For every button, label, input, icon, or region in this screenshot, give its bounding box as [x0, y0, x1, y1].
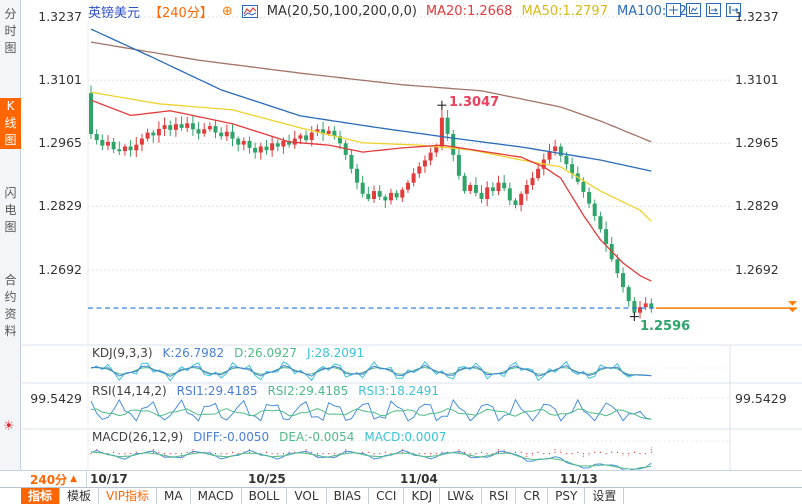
rsi1-value: RSI1:29.4185 — [176, 384, 258, 398]
sidebar-tab-4[interactable]: 合 约 资 料 — [4, 273, 17, 338]
ma-line-MA100 — [90, 28, 652, 172]
chart-toolbar-icons — [666, 3, 748, 18]
kdj-title: KDJ(9,3,3) — [92, 346, 153, 360]
kdj-panel-labels: KDJ(9,3,3) K:26.7982 D:26.0927 J:28.2091 — [92, 346, 364, 360]
sidebar: 分 时 图 K 线 图闪 电 图合 约 资 料 — [0, 0, 21, 470]
indicator-tab-KDJ[interactable]: KDJ — [404, 488, 441, 504]
rsi-scale-label: 99.5429 — [735, 391, 787, 406]
indicator-tab-CR[interactable]: CR — [516, 488, 549, 504]
symbol-name: 英镑美元 — [88, 6, 141, 21]
rsi-sparkline — [90, 398, 652, 422]
chart-header: 英镑美元 【240分】 ⊕ MA(20,50,100,200,0,0) MA20… — [88, 3, 695, 21]
panel-dividers — [22, 22, 802, 470]
macd-diff-value: DIFF:-0.0050 — [193, 430, 270, 444]
current-price-line — [88, 301, 797, 313]
macd-lines — [90, 449, 652, 472]
live-indicator-icon[interactable]: ☀ — [3, 419, 15, 434]
kdj-j-value: J:28.2091 — [307, 346, 365, 360]
indicator-tab-MA[interactable]: MA — [157, 488, 191, 504]
price-axis-label: 1.3237 — [38, 9, 82, 24]
rsi-panel-labels: RSI(14,14,2) RSI1:29.4185 RSI2:29.4185 R… — [92, 384, 439, 398]
rsi-title: RSI(14,14,2) — [92, 384, 167, 398]
grid-lines — [88, 16, 730, 442]
indicator-tab-PSY[interactable]: PSY — [548, 488, 586, 504]
price-axis-label: 1.3101 — [38, 72, 82, 87]
kdj-d-value: D:26.0927 — [234, 346, 297, 360]
price-marker-icon — [788, 301, 797, 313]
indicator-tab-VOL[interactable]: VOL — [287, 488, 327, 504]
rsi3-value: RSI3:18.2491 — [358, 384, 440, 398]
x-axis-label: 11/04 — [400, 472, 438, 486]
period-selector[interactable]: 240分 ▲ — [21, 471, 87, 487]
indicator-tab-指标[interactable]: 指标 — [21, 488, 61, 504]
candlestick-series — [89, 85, 654, 319]
indicator-tab-RSI[interactable]: RSI — [482, 488, 517, 504]
indicator-tab-MACD[interactable]: MACD — [191, 488, 242, 504]
ma-line-MA20 — [90, 99, 652, 282]
price-axis-label: 1.3237 — [735, 9, 779, 24]
x-axis-label: 10/25 — [248, 472, 286, 486]
sidebar-tab-2[interactable]: K 线 图 — [0, 98, 21, 149]
price-axis-label: 1.2829 — [38, 198, 82, 213]
ma-settings-label: MA(20,50,100,200,0,0) — [266, 4, 417, 19]
ma-line-MA200 — [90, 41, 652, 143]
crosshair-icon[interactable] — [666, 3, 681, 17]
kdj-sparkline — [90, 360, 652, 382]
price-axis-label: 1.2965 — [735, 135, 779, 150]
price-axis-label: 1.2692 — [735, 262, 779, 277]
sidebar-tab-1[interactable]: 分 时 图 — [4, 7, 17, 55]
ma-overlays — [90, 28, 652, 282]
pan-right-icon[interactable] — [726, 3, 741, 17]
ma20-value: MA20:1.2668 — [425, 4, 513, 19]
indicator-tab-设置[interactable]: 设置 — [585, 488, 625, 504]
price-axis-label: 1.2829 — [735, 198, 779, 213]
indicator-tab-BOLL[interactable]: BOLL — [242, 488, 288, 504]
indicator-tab-CCI[interactable]: CCI — [369, 488, 405, 504]
sidebar-tab-3[interactable]: 闪 电 图 — [4, 186, 17, 234]
indicator-tab-VIP指标[interactable]: VIP指标 — [99, 488, 158, 504]
indicator-tab-bar: 指标 模板 VIP指标 MA MACD BOLL VOL BIAS CCI KDJ LW& RSI CR… — [0, 487, 802, 504]
ma50-value: MA50:1.2797 — [521, 4, 608, 19]
rsi-scale-label: 99.5429 — [30, 391, 82, 406]
macd-title: MACD(26,12,9) — [92, 430, 184, 444]
kdj-k-value: K:26.7982 — [162, 346, 225, 360]
indicator-tab-模板[interactable]: 模板 — [60, 488, 100, 504]
high-price-annotation: 1.3047 — [449, 95, 500, 110]
indicator-tab-BIAS[interactable]: BIAS — [327, 488, 370, 504]
price-axis-label: 1.2692 — [38, 262, 82, 277]
up-triangle-icon: ▲ — [70, 473, 77, 484]
period-label: 【240分】 — [149, 6, 213, 21]
macd-panel-labels: MACD(26,12,9) DIFF:-0.0050 DEA:-0.0054 M… — [92, 430, 446, 444]
period-selector-label: 240分 — [30, 472, 68, 487]
low-price-annotation: 1.2596 — [640, 319, 691, 334]
price-axis-label: 1.3101 — [735, 72, 779, 87]
rsi2-value: RSI2:29.4185 — [267, 384, 349, 398]
axis-zoom-left-icon[interactable] — [686, 3, 701, 17]
x-axis-row: 240分 ▲ 10/17 10/25 11/04 11/13 — [0, 470, 802, 487]
price-axis-label: 1.2965 — [38, 135, 82, 150]
kline-chart-icon[interactable] — [241, 5, 258, 18]
indicator-tab-LW&[interactable]: LW& — [440, 488, 482, 504]
ma-line-MA50 — [90, 91, 652, 222]
price-markers — [437, 100, 639, 322]
axis-zoom-right-icon[interactable] — [706, 3, 721, 17]
x-axis-label: 10/17 — [90, 472, 128, 486]
macd-value: MACD:0.0007 — [364, 430, 447, 444]
add-indicator-icon[interactable]: ⊕ — [221, 4, 233, 19]
x-axis-label: 11/13 — [560, 472, 598, 486]
macd-dea-value: DEA:-0.0054 — [279, 430, 355, 444]
